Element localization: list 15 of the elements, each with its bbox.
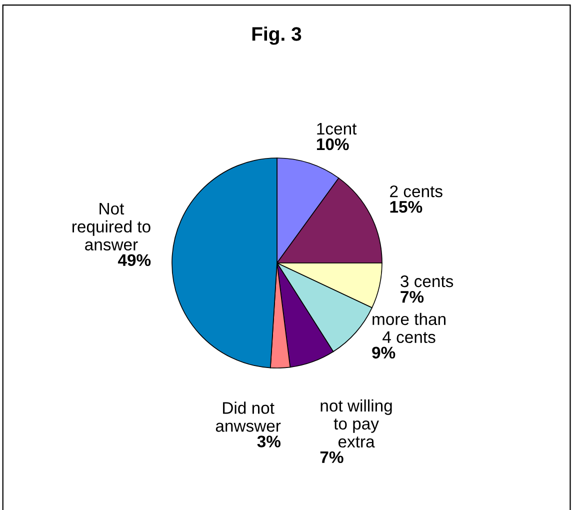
slice-label: 1cent <box>317 122 357 135</box>
data-label: 3% <box>257 436 281 448</box>
data-label: 10% <box>316 138 349 150</box>
slice-label: 3 cents <box>400 275 454 288</box>
data-label: 7% <box>320 451 344 464</box>
slice-label: not willing to pay extra <box>320 399 392 448</box>
data-label: 15% <box>390 201 422 213</box>
slice-label: Did not anwswer <box>216 402 281 432</box>
chart-title: Fig. 3 <box>252 26 302 45</box>
slice-label: Not required to answer <box>72 202 150 250</box>
data-label: 7% <box>400 290 424 303</box>
data-label: 9% <box>372 346 396 359</box>
slice-label: 2 cents <box>390 185 442 198</box>
slice-label: more than 4 cents <box>372 312 446 344</box>
data-label: 49% <box>118 254 151 266</box>
